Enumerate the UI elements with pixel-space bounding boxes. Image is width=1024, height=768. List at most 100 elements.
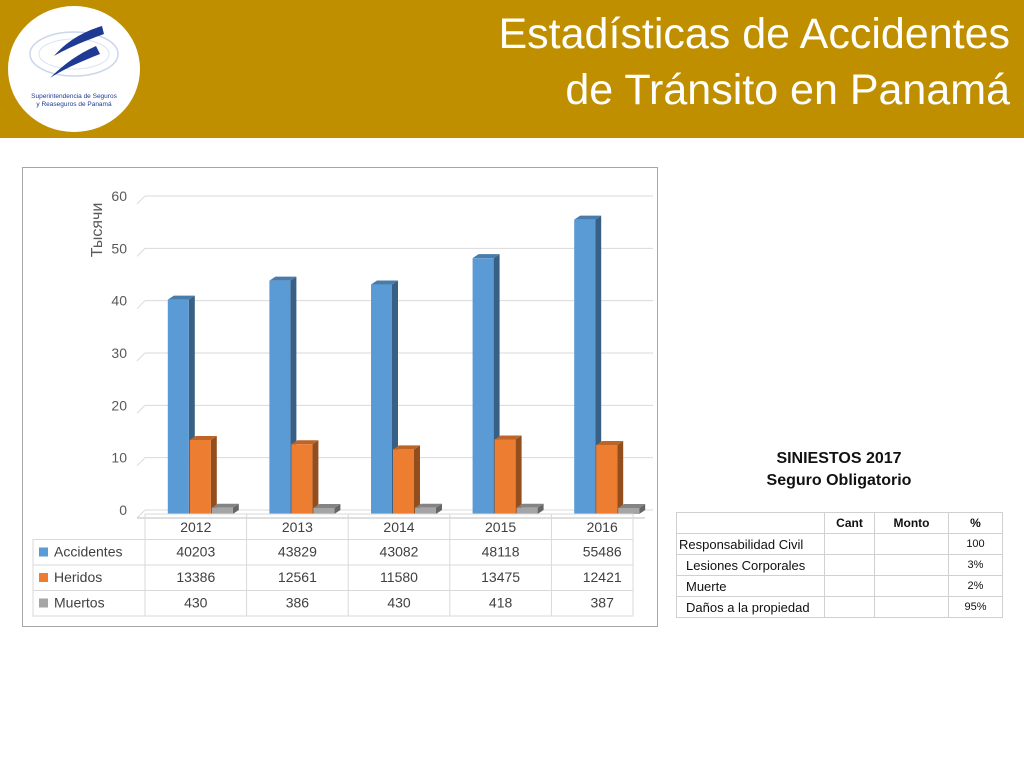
data-label: 40203 [176, 544, 215, 560]
bar-top [189, 435, 217, 440]
siniestros-heading: SINIESTOS 2017 Seguro Obligatorio [676, 448, 1002, 492]
y-tick-label: 50 [111, 240, 127, 256]
row-pct: 100 [948, 533, 1003, 555]
bar [415, 507, 436, 514]
bar [189, 439, 211, 514]
col-header-monto: Monto [874, 512, 949, 534]
logo: Superintendencia de Seguros y Reaseguros… [8, 6, 140, 132]
row-monto [874, 575, 949, 597]
y-axis-label: Тысячи [89, 203, 106, 258]
bar-top [574, 215, 602, 220]
row-cant [824, 596, 875, 618]
bar-top [211, 503, 239, 508]
x-category-label: 2013 [282, 519, 313, 535]
header-bar: Superintendencia de Seguros y Reaseguros… [0, 0, 1024, 138]
gridline-side [136, 509, 146, 519]
bar [472, 258, 494, 514]
y-tick-label: 20 [111, 397, 127, 413]
data-label: 430 [184, 595, 208, 611]
row-monto [874, 533, 949, 555]
bar-top [393, 445, 420, 450]
page-title: Estadísticas de Accidentes de Tránsito e… [498, 6, 1010, 118]
table-row: Muerte 2% [676, 575, 1003, 597]
chart-frame: 0 10 20 30 40 50 60 Тысячи 2012 2013 2014 2015 2016 A… [22, 167, 658, 627]
data-label: 386 [286, 595, 310, 611]
data-table-row [32, 590, 634, 617]
bar-side [414, 445, 420, 514]
x-category-label: 2012 [180, 519, 211, 535]
y-tick-label: 10 [111, 450, 127, 466]
data-table-row [32, 539, 634, 566]
gridline-side [136, 352, 146, 362]
bar-top [472, 254, 500, 259]
table-row: Responsabilidad Civil 100 [676, 533, 1003, 555]
x-category-label: 2014 [383, 519, 414, 535]
bar-top [269, 276, 297, 281]
gridline-side [136, 457, 146, 467]
row-label: Daños a la propiedad [676, 596, 825, 618]
y-tick-label: 40 [111, 293, 127, 309]
row-monto [874, 554, 949, 576]
bar-side [312, 440, 319, 514]
row-cant [824, 575, 875, 597]
bar-side [617, 440, 624, 514]
legend-swatch [39, 598, 48, 608]
bar-side [595, 215, 602, 514]
siniestros-subtitle: Seguro Obligatorio [766, 472, 912, 489]
logo-line2: y Reaseguros de Panamá [36, 101, 112, 108]
bar [596, 444, 618, 514]
bar [494, 439, 516, 514]
title-line1: Estadísticas de Accidentes [498, 10, 1010, 58]
data-label: 11580 [380, 569, 418, 585]
data-label: 55486 [583, 544, 622, 560]
bar-side [537, 503, 544, 514]
bar [371, 284, 392, 514]
bar [211, 507, 233, 514]
bar-top [494, 435, 522, 440]
row-pct: 95% [948, 596, 1003, 618]
bar-side [639, 503, 646, 514]
legend-label: Heridos [54, 569, 102, 585]
data-label: 13386 [176, 569, 215, 585]
bar-top [415, 503, 442, 508]
col-header-cant: Cant [824, 512, 875, 534]
bar-side [210, 435, 217, 514]
bar-side [515, 435, 522, 514]
data-label: 418 [489, 595, 513, 611]
col-header-label [676, 512, 825, 534]
bar [167, 299, 189, 514]
y-tick-label: 60 [111, 188, 127, 204]
bar [574, 219, 596, 514]
gridline-side [136, 247, 146, 257]
legend-label: Accidentes [54, 544, 122, 560]
bar-top [516, 503, 544, 508]
bar-chart: 0 10 20 30 40 50 60 Тысячи 2012 2013 2014 2015 2016 A… [32, 188, 653, 617]
data-label: 12561 [278, 569, 317, 585]
bar-top [596, 440, 624, 445]
row-label: Muerte [676, 575, 825, 597]
row-monto [874, 596, 949, 618]
bar [313, 507, 335, 514]
s-swoosh-logo-icon [29, 26, 119, 78]
y-tick-label: 30 [111, 345, 127, 361]
x-category-label: 2016 [587, 519, 618, 535]
table-row: Lesiones Corporales 3% [676, 554, 1003, 576]
logo-text: Superintendencia de Seguros y Reaseguros… [8, 93, 140, 109]
bar [618, 507, 640, 514]
col-header-pct: % [948, 512, 1003, 534]
row-cant [824, 554, 875, 576]
row-cant [824, 533, 875, 555]
bar [393, 449, 414, 514]
gridline-side [136, 300, 146, 310]
data-label: 48118 [482, 544, 520, 560]
y-tick-label: 0 [119, 502, 127, 518]
bar-top [618, 503, 646, 508]
bar-top [167, 295, 195, 300]
row-label: Responsabilidad Civil [676, 533, 825, 555]
bar-top [291, 440, 319, 445]
legend-swatch [39, 573, 48, 582]
gridline-side [136, 404, 146, 414]
bar-side [334, 503, 341, 514]
gridline-side [136, 195, 146, 205]
bar [291, 444, 313, 514]
